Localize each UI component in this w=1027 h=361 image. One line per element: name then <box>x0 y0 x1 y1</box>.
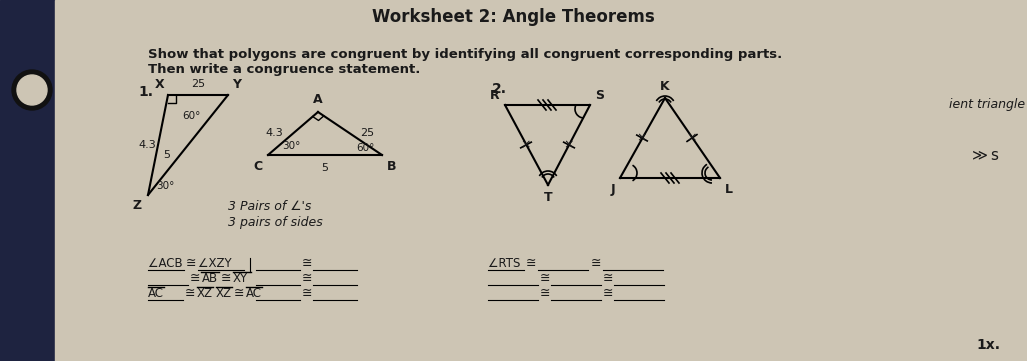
Text: 3 Pairs of ∠'s: 3 Pairs of ∠'s <box>228 200 311 213</box>
Text: $\gg$s: $\gg$s <box>968 148 1000 163</box>
Text: ≅: ≅ <box>591 257 602 270</box>
Text: ×: × <box>687 131 697 144</box>
Text: T: T <box>543 191 553 204</box>
Text: XZ: XZ <box>197 287 213 300</box>
Text: Z: Z <box>132 199 142 212</box>
Text: ×: × <box>637 131 647 144</box>
Text: 5: 5 <box>321 163 329 173</box>
Text: L: L <box>725 183 733 196</box>
Text: AC: AC <box>246 287 262 300</box>
Text: ∠RTS: ∠RTS <box>488 257 521 270</box>
Text: 5: 5 <box>163 150 170 160</box>
Text: 30°: 30° <box>282 141 300 151</box>
Text: ient triangle: ient triangle <box>949 98 1025 111</box>
Text: ≅: ≅ <box>302 287 312 300</box>
Text: 2.: 2. <box>492 82 507 96</box>
Text: ≅: ≅ <box>234 287 244 300</box>
Text: Then write a congruence statement.: Then write a congruence statement. <box>148 63 420 76</box>
Text: Y: Y <box>232 78 241 91</box>
Text: ×: × <box>521 139 531 152</box>
Text: ≅: ≅ <box>190 272 200 285</box>
Text: ≅: ≅ <box>526 257 536 270</box>
Text: ≅: ≅ <box>302 257 312 270</box>
Text: ≅: ≅ <box>302 272 312 285</box>
Text: 1x.: 1x. <box>976 338 1000 352</box>
Text: AC: AC <box>148 287 164 300</box>
Text: 1.: 1. <box>138 85 153 99</box>
Text: XY: XY <box>233 272 249 285</box>
Text: Show that polygons are congruent by identifying all congruent corresponding part: Show that polygons are congruent by iden… <box>148 48 783 61</box>
Text: ≅: ≅ <box>186 257 196 270</box>
Text: ≅: ≅ <box>185 287 195 300</box>
Text: XZ: XZ <box>216 287 232 300</box>
Text: 25: 25 <box>191 79 205 89</box>
Text: ×: × <box>564 139 574 152</box>
Text: J: J <box>610 183 615 196</box>
Bar <box>0 0 88 361</box>
Text: B: B <box>387 160 396 173</box>
Text: ≅: ≅ <box>221 272 231 285</box>
Text: 3 pairs of sides: 3 pairs of sides <box>228 216 322 229</box>
Text: ≅: ≅ <box>603 272 613 285</box>
Circle shape <box>12 70 52 110</box>
Text: ∠XZY: ∠XZY <box>198 257 232 270</box>
Text: AB: AB <box>202 272 218 285</box>
Text: K: K <box>660 80 670 93</box>
Text: 30°: 30° <box>156 181 175 191</box>
Text: 25: 25 <box>360 128 374 138</box>
Text: 4.3: 4.3 <box>265 128 283 138</box>
Text: S: S <box>595 89 604 102</box>
Text: ∠ACB: ∠ACB <box>148 257 183 270</box>
Text: 60°: 60° <box>182 111 200 121</box>
Text: ≅: ≅ <box>540 272 550 285</box>
Text: X: X <box>154 78 164 91</box>
Text: R: R <box>490 89 500 102</box>
Text: ≅: ≅ <box>603 287 613 300</box>
Text: 4.3: 4.3 <box>139 140 156 150</box>
Text: 60°: 60° <box>356 143 375 153</box>
Text: ≅: ≅ <box>540 287 550 300</box>
Circle shape <box>17 75 47 105</box>
Text: A: A <box>313 93 322 106</box>
Text: Worksheet 2: Angle Theorems: Worksheet 2: Angle Theorems <box>372 8 654 26</box>
Text: C: C <box>254 160 263 173</box>
